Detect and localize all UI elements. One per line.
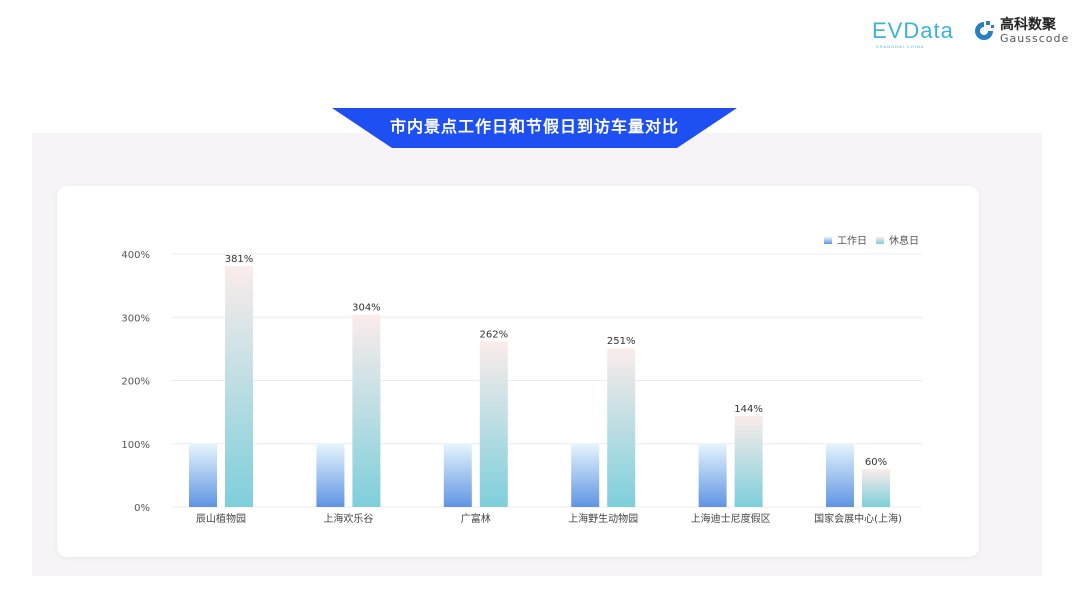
y-tick-label: 100% xyxy=(121,440,150,451)
data-label: 251% xyxy=(607,336,636,347)
legend-label-workday: 工作日 xyxy=(837,235,867,247)
legend-swatch-holiday xyxy=(876,237,884,244)
bar-workday xyxy=(571,443,600,507)
x-tick-label: 辰山植物园 xyxy=(196,512,246,525)
bar-holiday xyxy=(734,415,763,507)
bar-holiday xyxy=(352,314,381,507)
x-tick-label: 广富林 xyxy=(461,512,491,525)
data-label: 304% xyxy=(352,303,381,314)
y-tick-label: 300% xyxy=(121,313,150,324)
y-tick-label: 400% xyxy=(121,250,150,261)
bar-workday xyxy=(826,443,854,507)
y-tick-label: 200% xyxy=(121,377,150,388)
legend-label-holiday: 休息日 xyxy=(889,234,919,247)
evdata-logo: EVData SHANGHAI CHINA xyxy=(872,18,954,49)
title-banner: 市内景点工作日和节假日到访车量对比 xyxy=(332,108,737,148)
data-label: 60% xyxy=(865,457,887,468)
data-label: 144% xyxy=(734,404,763,415)
page-title: 市内景点工作日和节假日到访车量对比 xyxy=(389,117,679,136)
data-label: 381% xyxy=(225,254,254,265)
bar-holiday xyxy=(862,469,890,507)
bar-workday xyxy=(316,443,345,507)
bar-holiday xyxy=(479,341,508,507)
x-tick-label: 上海野生动物园 xyxy=(568,512,638,525)
legend-swatch-workday xyxy=(824,237,832,244)
y-tick-label: 0% xyxy=(134,503,150,514)
gausscode-logo: 高科数聚 Gausscode xyxy=(972,18,1069,44)
gausscode-logo-icon xyxy=(975,21,994,40)
bar-workday xyxy=(443,443,472,507)
bar-workday xyxy=(698,443,727,507)
x-tick-label: 国家会展中心(上海) xyxy=(814,512,902,525)
bar-workday xyxy=(189,443,217,507)
x-tick-label: 上海迪士尼度假区 xyxy=(691,512,771,525)
legend: 工作日 休息日 xyxy=(824,234,919,247)
bar-holiday xyxy=(225,266,253,507)
data-label: 262% xyxy=(480,329,509,340)
bar-holiday xyxy=(607,348,636,507)
x-tick-label: 上海欢乐谷 xyxy=(323,512,373,525)
